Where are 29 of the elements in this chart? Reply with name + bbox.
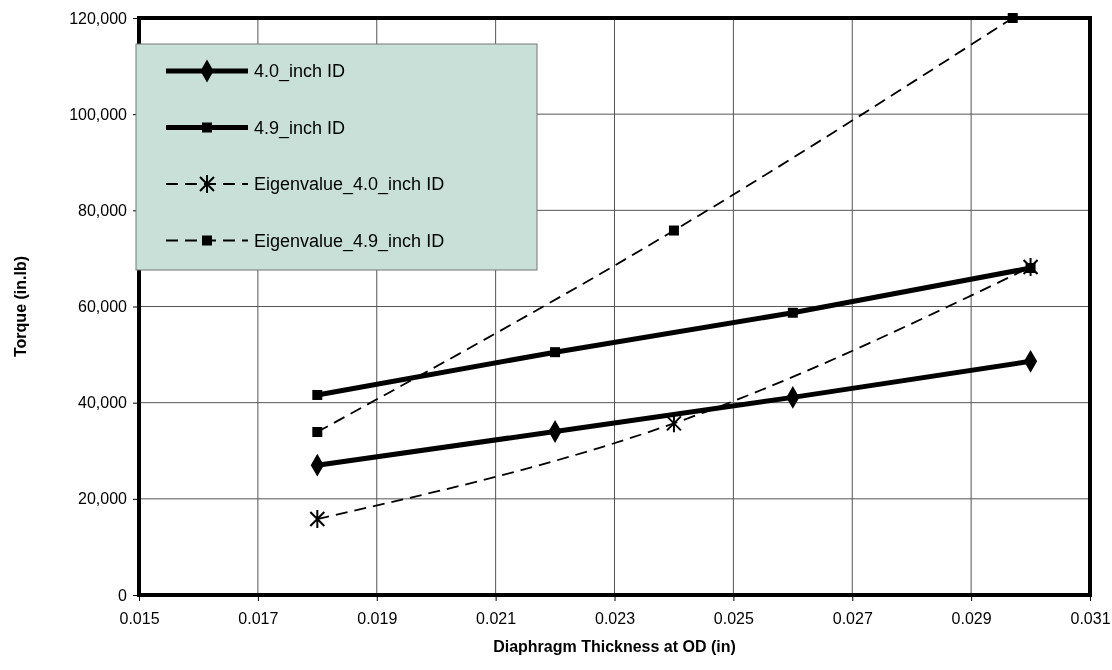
point <box>668 225 679 236</box>
y-tick-label: 60,000 <box>78 298 128 316</box>
x-axis-title: Diaphragm Thickness at OD (in) <box>493 638 736 655</box>
legend-label: 4.9_inch ID <box>254 117 346 139</box>
y-tick-label: 40,000 <box>78 394 128 412</box>
point <box>312 427 323 437</box>
point <box>787 307 798 318</box>
y-axis-title: Torque (in.lb) <box>12 255 29 358</box>
point <box>550 347 561 358</box>
x-tick-label: 0.021 <box>476 610 517 628</box>
legend-label: Eigenvalue_4.0_inch ID <box>254 174 445 195</box>
y-tick-label: 20,000 <box>78 490 128 508</box>
x-tick-label: 0.031 <box>1070 610 1111 628</box>
x-tick-label: 0.015 <box>119 610 160 628</box>
legend-label: Eigenvalue_4.9_inch ID <box>254 230 445 252</box>
y-tick-label: 120,000 <box>69 9 128 27</box>
x-tick-label: 0.027 <box>832 610 873 628</box>
x-tick-label: 0.017 <box>238 610 279 628</box>
point <box>665 413 682 434</box>
point <box>312 389 323 400</box>
point <box>309 509 326 530</box>
x-tick-label: 0.029 <box>951 610 992 628</box>
y-tick-label: 0 <box>118 586 128 604</box>
y-tick-label: 100,000 <box>69 105 128 123</box>
x-tick-label: 0.025 <box>713 610 754 628</box>
x-tick-label: 0.023 <box>594 610 636 628</box>
x-tick-label: 0.019 <box>357 610 398 628</box>
legend-label: 4.0_inch ID <box>254 61 346 82</box>
y-tick-label: 80,000 <box>78 201 128 219</box>
